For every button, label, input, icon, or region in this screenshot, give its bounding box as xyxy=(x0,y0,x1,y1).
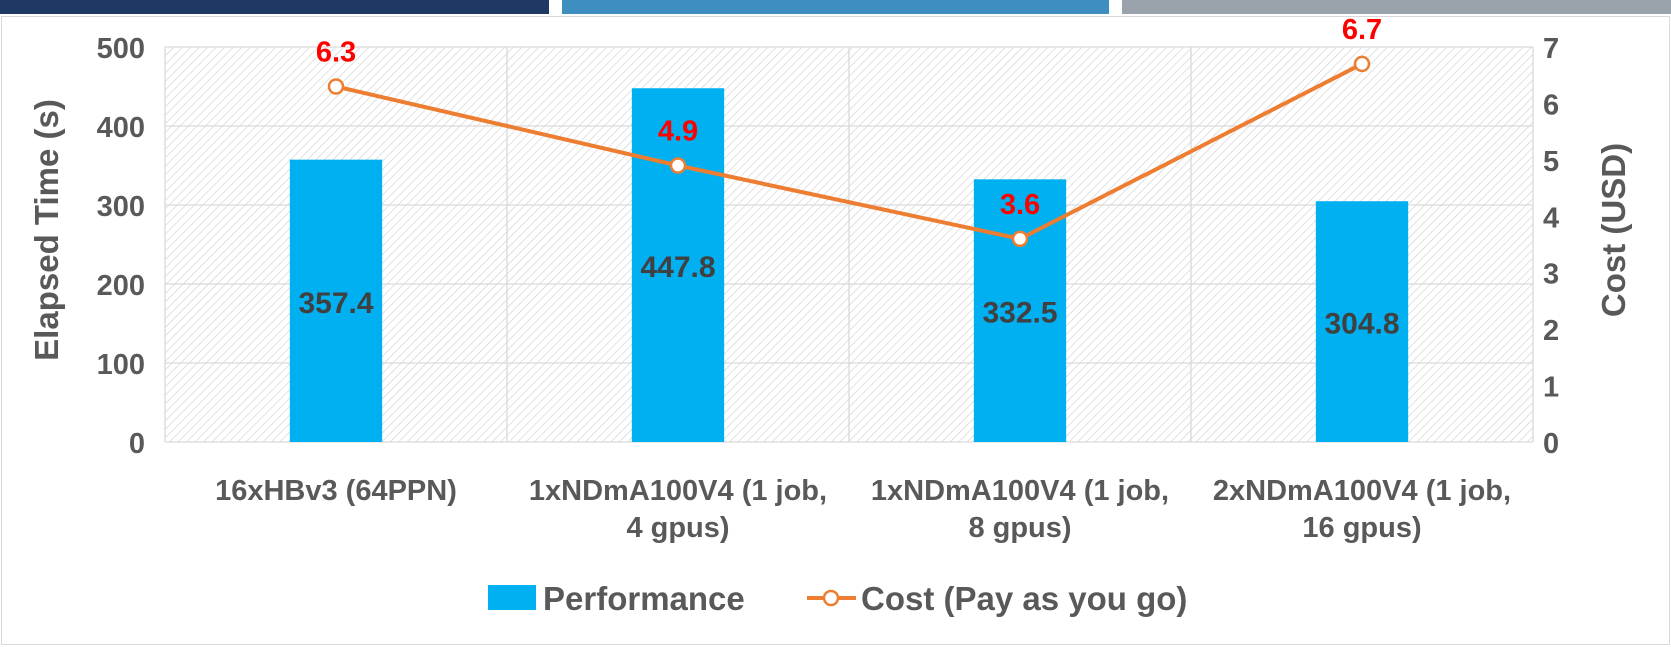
x-tick-label: 4 gpus) xyxy=(626,512,729,544)
y-tick-label: 100 xyxy=(97,349,145,381)
legend-label-cost: Cost (Pay as you go) xyxy=(861,580,1187,617)
x-axis-ticks: 16xHBv3 (64PPN) 1xNDmA100V4 (1 job, 4 gpus… xyxy=(215,475,1511,544)
cost-value-label: 4.9 xyxy=(658,116,698,148)
legend-swatch-performance xyxy=(488,585,536,610)
cost-value-label: 3.6 xyxy=(1000,189,1040,221)
right-axis-ticks: 0 1 2 3 4 5 6 7 xyxy=(1543,33,1559,460)
x-tick-label: 16 gpus) xyxy=(1302,512,1421,544)
y-tick-label: 300 xyxy=(97,191,145,223)
y2-tick-label: 6 xyxy=(1543,89,1559,121)
bar xyxy=(289,159,383,443)
gridlines xyxy=(164,46,1534,443)
y2-tick-label: 3 xyxy=(1543,259,1559,291)
cost-marker xyxy=(1011,230,1029,248)
cost-marker xyxy=(1353,55,1371,73)
line-series-cost xyxy=(327,55,1371,248)
bar xyxy=(631,88,725,442)
y2-tick-label: 2 xyxy=(1543,315,1559,347)
y-tick-label: 500 xyxy=(97,33,145,65)
cost-line xyxy=(335,62,1363,241)
cost-marker xyxy=(669,157,687,174)
y2-tick-label: 5 xyxy=(1543,146,1559,178)
y2-tick-label: 0 xyxy=(1543,428,1559,460)
y-tick-label: 0 xyxy=(129,428,145,460)
y-axis-title: Elapsed Time (s) xyxy=(28,99,65,361)
y-tick-label: 200 xyxy=(97,270,145,302)
bar-series-performance xyxy=(289,88,1409,443)
y2-axis-title: Cost (USD) xyxy=(1595,143,1632,317)
chart-border xyxy=(1,16,1670,645)
x-tick-label: 16xHBv3 (64PPN) xyxy=(215,475,457,507)
x-tick-label: 8 gpus) xyxy=(968,512,1071,544)
x-tick-label: 2xNDmA100V4 (1 job, xyxy=(1213,475,1511,507)
legend: Performance Cost (Pay as you go) xyxy=(488,580,1187,617)
y2-tick-label: 1 xyxy=(1543,372,1559,404)
bar xyxy=(1315,201,1409,442)
header-band-gray xyxy=(1122,0,1671,14)
legend-label-performance: Performance xyxy=(543,580,745,617)
x-tick-label: 1xNDmA100V4 (1 job, xyxy=(529,475,827,507)
bar-data-labels: 357.4 447.8 332.5 304.8 xyxy=(298,251,1399,340)
cost-marker xyxy=(327,78,345,95)
legend-marker-cost xyxy=(822,589,840,607)
bar-value-label: 304.8 xyxy=(1324,308,1399,341)
y-tick-label: 400 xyxy=(97,112,145,144)
header-band-mid xyxy=(562,0,1109,14)
cost-value-label: 6.7 xyxy=(1342,14,1382,46)
bar-value-label: 332.5 xyxy=(982,297,1057,330)
bar-value-label: 357.4 xyxy=(298,287,373,320)
bar-value-label: 447.8 xyxy=(640,251,715,284)
left-axis-ticks: 0 100 200 300 400 500 xyxy=(97,33,145,460)
y2-tick-label: 4 xyxy=(1543,202,1559,234)
cost-value-label: 6.3 xyxy=(316,37,356,69)
y2-tick-label: 7 xyxy=(1543,33,1559,65)
line-data-labels: 6.3 4.9 3.6 6.7 xyxy=(316,14,1382,221)
header-band-dark xyxy=(0,0,549,14)
x-tick-label: 1xNDmA100V4 (1 job, xyxy=(871,475,1169,507)
